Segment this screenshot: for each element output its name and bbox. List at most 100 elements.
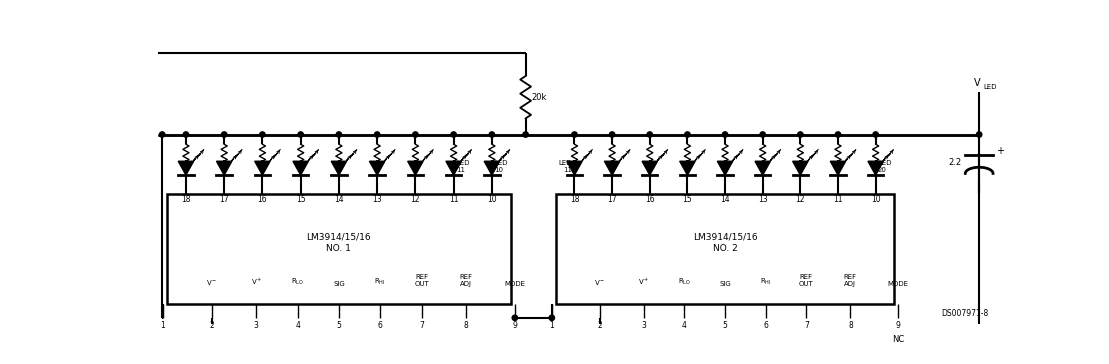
Polygon shape [293,161,308,175]
Text: 7: 7 [419,321,424,330]
Text: NO. 1: NO. 1 [326,244,352,253]
Text: 10: 10 [487,195,497,204]
Circle shape [336,132,342,137]
Text: REF
ADJ: REF ADJ [460,274,472,287]
Text: 2: 2 [210,321,214,330]
Bar [166,194,511,304]
Text: 12: 12 [410,195,420,204]
Text: 20k: 20k [532,93,547,102]
Text: 6: 6 [378,321,383,330]
Polygon shape [680,161,695,175]
Text: 15: 15 [683,195,692,204]
Text: 8: 8 [848,321,853,330]
Text: 2.2: 2.2 [948,158,962,167]
Text: 7: 7 [804,321,808,330]
Circle shape [413,132,418,137]
Text: NO. 2: NO. 2 [713,244,737,253]
Circle shape [512,315,518,320]
Text: 10: 10 [871,195,881,204]
Circle shape [160,132,165,137]
Text: 9: 9 [512,321,517,330]
Text: 8: 8 [464,321,469,330]
Text: LED
11: LED 11 [559,160,572,173]
Text: LM3914/15/16: LM3914/15/16 [693,233,757,242]
Circle shape [549,315,554,320]
Circle shape [835,132,841,137]
Polygon shape [179,161,194,175]
Text: REF
OUT: REF OUT [414,274,429,287]
Circle shape [873,132,878,137]
Text: 18: 18 [570,195,579,204]
Text: 4: 4 [682,321,686,330]
Text: 17: 17 [608,195,617,204]
Circle shape [610,132,614,137]
Text: V$^+$: V$^+$ [638,277,650,287]
Circle shape [647,132,652,137]
Text: V: V [975,78,981,88]
Text: LED: LED [984,84,997,90]
Polygon shape [255,161,271,175]
Bar [556,194,895,304]
Circle shape [222,132,227,137]
Polygon shape [604,161,620,175]
Text: 11: 11 [833,195,843,204]
Polygon shape [369,161,385,175]
Text: SIG: SIG [719,281,731,287]
Text: 4: 4 [295,321,301,330]
Text: 13: 13 [757,195,767,204]
Text: 17: 17 [220,195,228,204]
Text: 3: 3 [254,321,258,330]
Circle shape [260,132,265,137]
Text: NC: NC [892,335,905,344]
Text: 12: 12 [795,195,805,204]
Text: MODE: MODE [888,281,908,287]
Polygon shape [446,161,461,175]
Polygon shape [216,161,232,175]
Polygon shape [755,161,771,175]
Text: REF
OUT: REF OUT [798,274,814,287]
Circle shape [797,132,803,137]
Polygon shape [793,161,808,175]
Text: V$^-$: V$^-$ [206,278,217,287]
Circle shape [451,132,456,137]
Polygon shape [831,161,846,175]
Polygon shape [408,161,424,175]
Text: 2: 2 [598,321,602,330]
Polygon shape [485,161,499,175]
Text: 9: 9 [896,321,901,330]
Circle shape [722,132,728,137]
Text: 1: 1 [161,321,165,330]
Text: 16: 16 [645,195,654,204]
Text: LED
10: LED 10 [495,160,508,173]
Polygon shape [642,161,658,175]
Text: 16: 16 [257,195,267,204]
Circle shape [375,132,380,137]
Text: LED
11: LED 11 [456,160,469,173]
Text: MODE: MODE [505,281,526,287]
Text: V$^+$: V$^+$ [251,277,262,287]
Polygon shape [567,161,582,175]
Text: 1: 1 [549,321,554,330]
Text: 15: 15 [296,195,305,204]
Text: R$_\mathrm{LO}$: R$_\mathrm{LO}$ [678,277,691,287]
Text: 5: 5 [723,321,728,330]
Text: DS007971-8: DS007971-8 [942,309,988,318]
Text: 18: 18 [181,195,191,204]
Circle shape [760,132,765,137]
Text: R$_\mathrm{HI}$: R$_\mathrm{HI}$ [760,277,772,287]
Text: 14: 14 [334,195,344,204]
Circle shape [572,132,577,137]
Text: V$^-$: V$^-$ [594,278,606,287]
Text: 3: 3 [641,321,647,330]
Circle shape [684,132,690,137]
Text: 11: 11 [449,195,458,204]
Circle shape [489,132,495,137]
Text: 5: 5 [336,321,342,330]
Text: LM3914/15/16: LM3914/15/16 [306,233,372,242]
Text: SIG: SIG [333,281,345,287]
Polygon shape [332,161,347,175]
Circle shape [183,132,189,137]
Text: R$_\mathrm{LO}$: R$_\mathrm{LO}$ [291,277,304,287]
Circle shape [298,132,304,137]
Text: 6: 6 [763,321,769,330]
